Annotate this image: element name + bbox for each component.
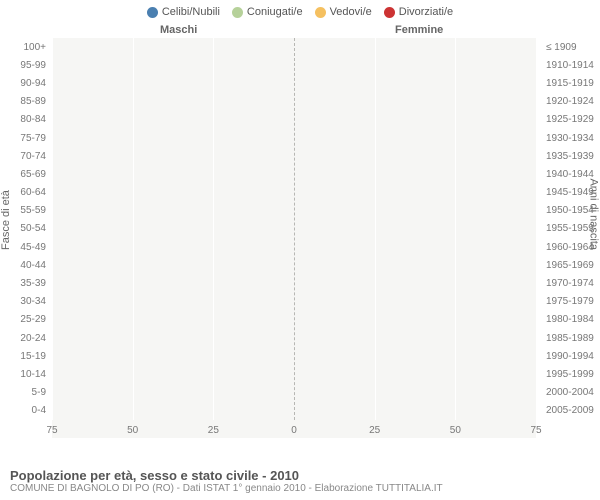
x-tick: 25 <box>208 425 219 436</box>
x-ticks: 7550250255075 <box>52 420 536 438</box>
rows <box>52 38 536 420</box>
bar-row <box>52 402 536 420</box>
legend-swatch <box>384 7 395 18</box>
age-label: 65-69 <box>0 165 50 183</box>
bar-row <box>52 129 536 147</box>
birth-label: 1925-1929 <box>546 111 600 129</box>
x-tick: 50 <box>450 425 461 436</box>
age-label: 15-19 <box>0 347 50 365</box>
x-tick: 75 <box>46 425 57 436</box>
bar-row <box>52 384 536 402</box>
legend-item: Divorziati/e <box>384 6 453 18</box>
age-label: 95-99 <box>0 56 50 74</box>
bar-row <box>52 256 536 274</box>
y-left-labels: 100+95-9990-9485-8980-8475-7970-7465-696… <box>0 38 50 420</box>
footer: Popolazione per età, sesso e stato civil… <box>10 468 590 494</box>
age-label: 5-9 <box>0 384 50 402</box>
bar-row <box>52 329 536 347</box>
age-label: 45-49 <box>0 238 50 256</box>
age-label: 100+ <box>0 38 50 56</box>
birth-label: ≤ 1909 <box>546 38 600 56</box>
birth-label: 2005-2009 <box>546 402 600 420</box>
plot-area: 7550250255075 <box>52 38 536 438</box>
birth-label: 1990-1994 <box>546 347 600 365</box>
age-label: 0-4 <box>0 402 50 420</box>
bar-row <box>52 238 536 256</box>
legend-label: Celibi/Nubili <box>162 6 220 18</box>
grid-line <box>536 38 537 420</box>
legend-label: Coniugati/e <box>247 6 303 18</box>
birth-label: 1955-1959 <box>546 220 600 238</box>
age-label: 60-64 <box>0 184 50 202</box>
birth-label: 1995-1999 <box>546 365 600 383</box>
legend-label: Divorziati/e <box>399 6 453 18</box>
birth-label: 1975-1979 <box>546 293 600 311</box>
legend-item: Vedovi/e <box>315 6 372 18</box>
bar-row <box>52 147 536 165</box>
birth-label: 1985-1989 <box>546 329 600 347</box>
age-label: 85-89 <box>0 93 50 111</box>
birth-label: 1960-1964 <box>546 238 600 256</box>
side-label-m: Maschi <box>160 24 197 36</box>
bar-row <box>52 365 536 383</box>
birth-label: 1910-1914 <box>546 56 600 74</box>
birth-label: 1915-1919 <box>546 74 600 92</box>
birth-label: 2000-2004 <box>546 384 600 402</box>
x-tick: 75 <box>530 425 541 436</box>
legend-item: Celibi/Nubili <box>147 6 220 18</box>
bar-row <box>52 165 536 183</box>
age-label: 90-94 <box>0 74 50 92</box>
birth-label: 1950-1954 <box>546 202 600 220</box>
side-label-f: Femmine <box>395 24 443 36</box>
bar-row <box>52 220 536 238</box>
bar-row <box>52 293 536 311</box>
bar-row <box>52 311 536 329</box>
age-label: 10-14 <box>0 365 50 383</box>
bar-row <box>52 111 536 129</box>
age-label: 40-44 <box>0 256 50 274</box>
legend-label: Vedovi/e <box>330 6 372 18</box>
age-label: 80-84 <box>0 111 50 129</box>
age-label: 50-54 <box>0 220 50 238</box>
x-tick: 0 <box>291 425 297 436</box>
birth-label: 1930-1934 <box>546 129 600 147</box>
birth-label: 1920-1924 <box>546 93 600 111</box>
bar-row <box>52 74 536 92</box>
bar-row <box>52 56 536 74</box>
birth-label: 1965-1969 <box>546 256 600 274</box>
legend-item: Coniugati/e <box>232 6 303 18</box>
birth-label: 1935-1939 <box>546 147 600 165</box>
bar-row <box>52 274 536 292</box>
legend: Celibi/Nubili Coniugati/e Vedovi/e Divorzia… <box>0 0 600 18</box>
age-label: 25-29 <box>0 311 50 329</box>
legend-swatch <box>147 7 158 18</box>
bar-row <box>52 184 536 202</box>
bar-row <box>52 202 536 220</box>
age-label: 70-74 <box>0 147 50 165</box>
legend-swatch <box>232 7 243 18</box>
birth-label: 1940-1944 <box>546 165 600 183</box>
age-label: 20-24 <box>0 329 50 347</box>
age-label: 35-39 <box>0 274 50 292</box>
age-label: 75-79 <box>0 129 50 147</box>
bar-row <box>52 93 536 111</box>
x-tick: 25 <box>369 425 380 436</box>
population-pyramid-chart: Celibi/Nubili Coniugati/e Vedovi/e Divorzia… <box>0 0 600 500</box>
birth-label: 1945-1949 <box>546 184 600 202</box>
legend-swatch <box>315 7 326 18</box>
age-label: 55-59 <box>0 202 50 220</box>
age-label: 30-34 <box>0 293 50 311</box>
footer-title: Popolazione per età, sesso e stato civil… <box>10 468 590 483</box>
footer-sub: COMUNE DI BAGNOLO DI PO (RO) - Dati ISTA… <box>10 483 590 494</box>
bar-row <box>52 347 536 365</box>
bar-row <box>52 38 536 56</box>
x-tick: 50 <box>127 425 138 436</box>
y-right-labels: ≤ 19091910-19141915-19191920-19241925-19… <box>542 38 600 420</box>
birth-label: 1970-1974 <box>546 274 600 292</box>
birth-label: 1980-1984 <box>546 311 600 329</box>
